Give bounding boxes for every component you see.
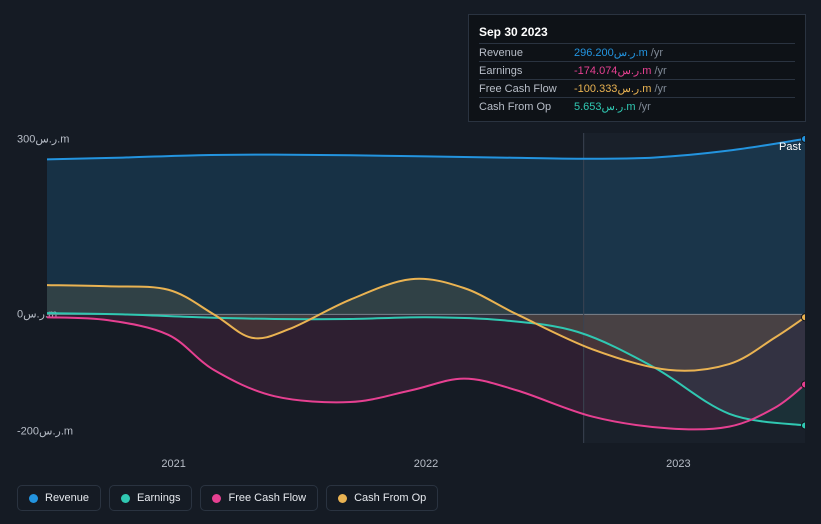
tooltip-row-suffix: /yr: [651, 47, 663, 59]
legend-dot-icon: [29, 494, 38, 503]
tooltip-row-suffix: /yr: [639, 101, 651, 113]
x-axis-label: 2021: [161, 458, 185, 470]
x-axis-label: 2023: [666, 458, 690, 470]
tooltip-row-label: Earnings: [479, 65, 574, 77]
tooltip-row: Revenue296.200ر.س.m/yr: [479, 43, 795, 61]
legend-dot-icon: [121, 494, 130, 503]
x-axis-label: 2022: [414, 458, 438, 470]
tooltip-row-value: 5.653ر.س.m: [574, 100, 636, 113]
chart-legend: Revenue Earnings Free Cash Flow Cash From O…: [17, 485, 438, 511]
legend-label: Cash From Op: [354, 492, 426, 504]
past-label: Past: [779, 141, 801, 153]
tooltip-row-label: Revenue: [479, 47, 574, 59]
legend-label: Free Cash Flow: [228, 492, 306, 504]
legend-item[interactable]: Cash From Op: [326, 485, 438, 511]
tooltip-row-value: 296.200ر.س.m: [574, 46, 648, 59]
tooltip-row: Earnings-174.074ر.س.m/yr: [479, 61, 795, 79]
tooltip-row-suffix: /yr: [654, 83, 666, 95]
financials-chart: 300ر.س.m0ر.س.m-200ر.س.m Past 20212022202…: [17, 125, 807, 470]
legend-label: Earnings: [137, 492, 180, 504]
tooltip-row-value: -100.333ر.س.m: [574, 82, 651, 95]
legend-item[interactable]: Free Cash Flow: [200, 485, 318, 511]
legend-dot-icon: [338, 494, 347, 503]
legend-label: Revenue: [45, 492, 89, 504]
tooltip-date: Sep 30 2023: [479, 21, 795, 43]
tooltip-row: Cash From Op5.653ر.س.m/yr: [479, 97, 795, 115]
legend-item[interactable]: Revenue: [17, 485, 101, 511]
tooltip-row-label: Cash From Op: [479, 101, 574, 113]
tooltip-row: Free Cash Flow-100.333ر.س.m/yr: [479, 79, 795, 97]
legend-dot-icon: [212, 494, 221, 503]
chart-tooltip: Sep 30 2023 Revenue296.200ر.س.m/yrEarnin…: [468, 14, 806, 122]
tooltip-row-suffix: /yr: [654, 65, 666, 77]
tooltip-row-value: -174.074ر.س.m: [574, 64, 651, 77]
legend-item[interactable]: Earnings: [109, 485, 192, 511]
tooltip-row-label: Free Cash Flow: [479, 83, 574, 95]
chart-plot-area[interactable]: Past: [47, 133, 805, 443]
